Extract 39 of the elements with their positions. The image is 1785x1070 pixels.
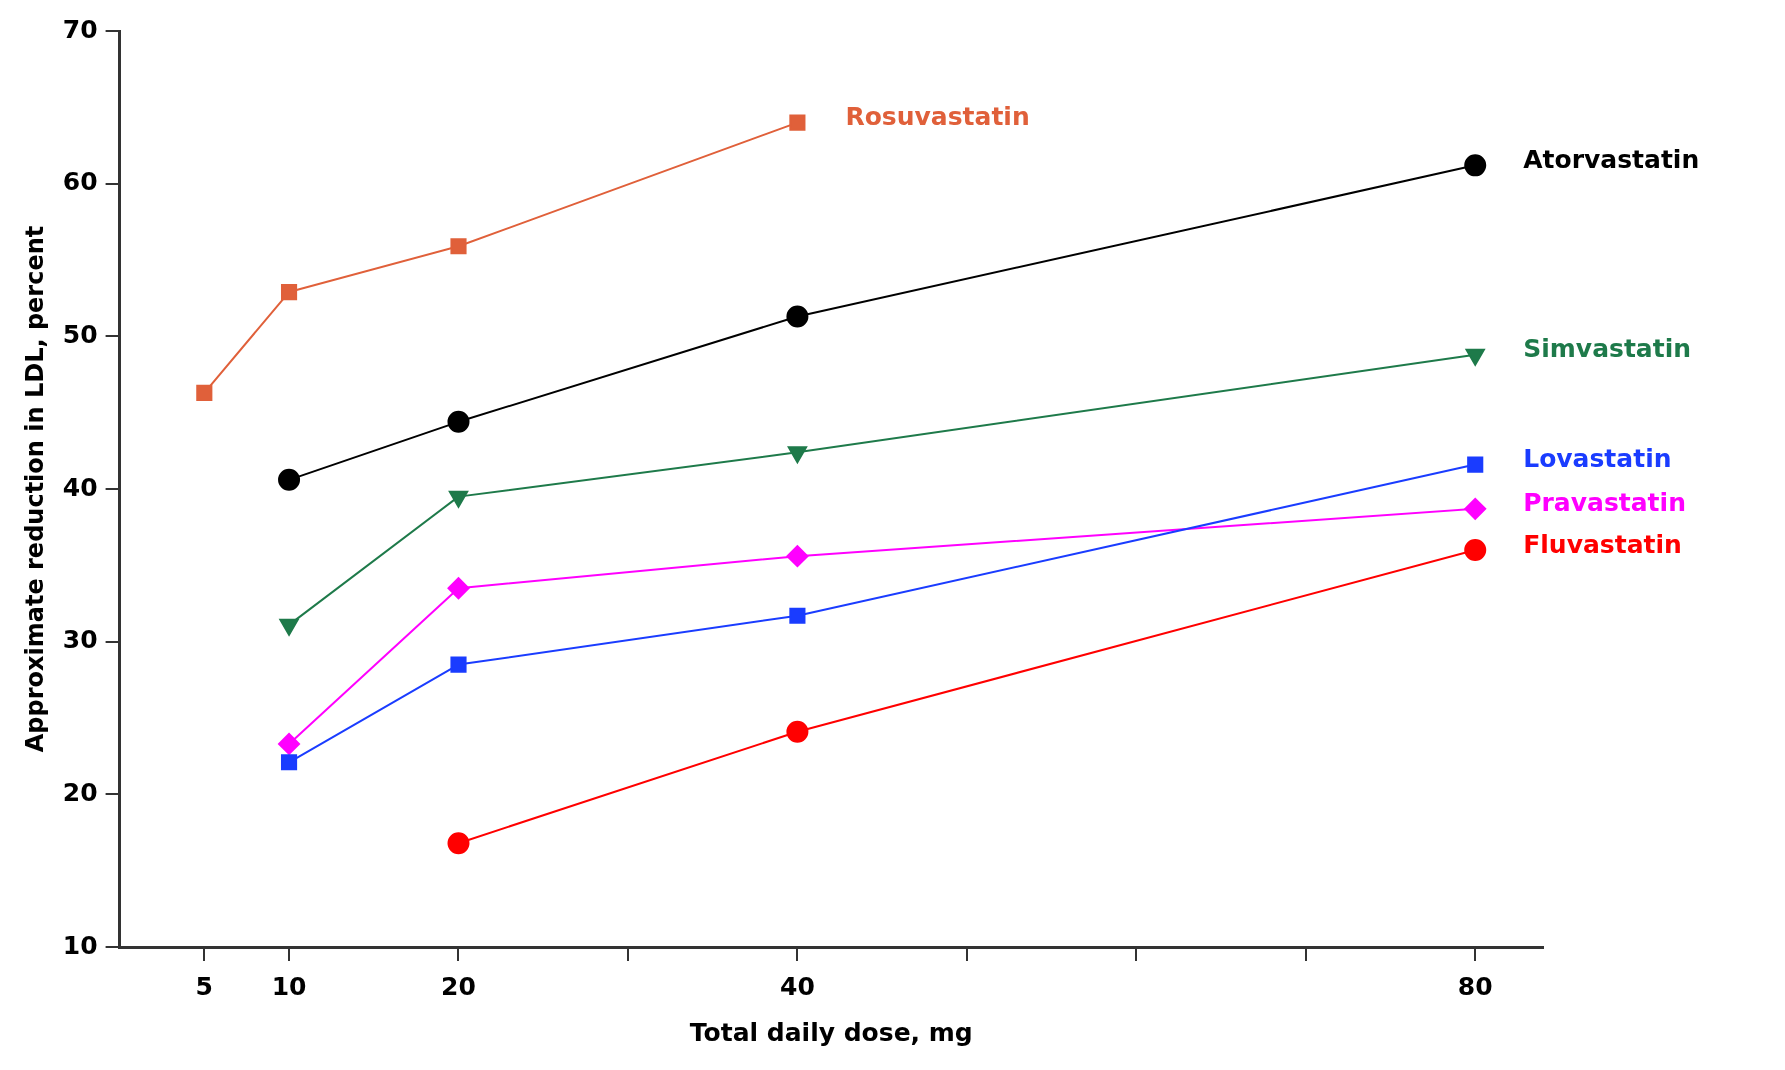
series-label: Simvastatin [1523,334,1692,364]
x-axis-title: Total daily dose, mg [689,1017,973,1047]
y-tick-label: 60 [62,167,98,197]
y-tick-label: 10 [62,930,98,960]
x-tick-label: 80 [1457,971,1493,1001]
y-tick-label: 40 [62,472,98,502]
point [786,545,809,568]
series-label: Atorvastatin [1523,144,1700,174]
series-label: Pravastatin [1523,488,1686,518]
point [447,832,470,855]
y-tick-label: 30 [62,625,98,655]
point [789,607,806,624]
point [786,720,809,743]
point [1464,539,1487,562]
series-label: Fluvastatin [1523,529,1682,559]
series-label: Rosuvastatin [845,102,1030,132]
y-tick-label: 70 [62,14,98,44]
y-axis-title: Approximate reduction in LDL, percent [20,225,49,753]
x-tick-label: 5 [195,971,214,1001]
y-tick-label: 20 [62,777,98,807]
point [1467,456,1484,473]
x-tick-label: 20 [441,971,476,1001]
point [280,283,298,301]
point [450,238,467,255]
point [196,384,213,401]
series-label: Lovastatin [1523,444,1672,474]
point [278,468,301,491]
point [447,577,470,600]
point [789,114,806,131]
point [280,754,298,771]
point [1464,154,1487,177]
x-tick-label: 10 [271,971,307,1001]
point [447,410,470,433]
point [278,732,301,755]
point [786,305,809,328]
point [450,656,467,673]
y-tick-label: 50 [62,319,98,349]
point [1464,497,1487,520]
x-tick-label: 40 [780,971,815,1001]
